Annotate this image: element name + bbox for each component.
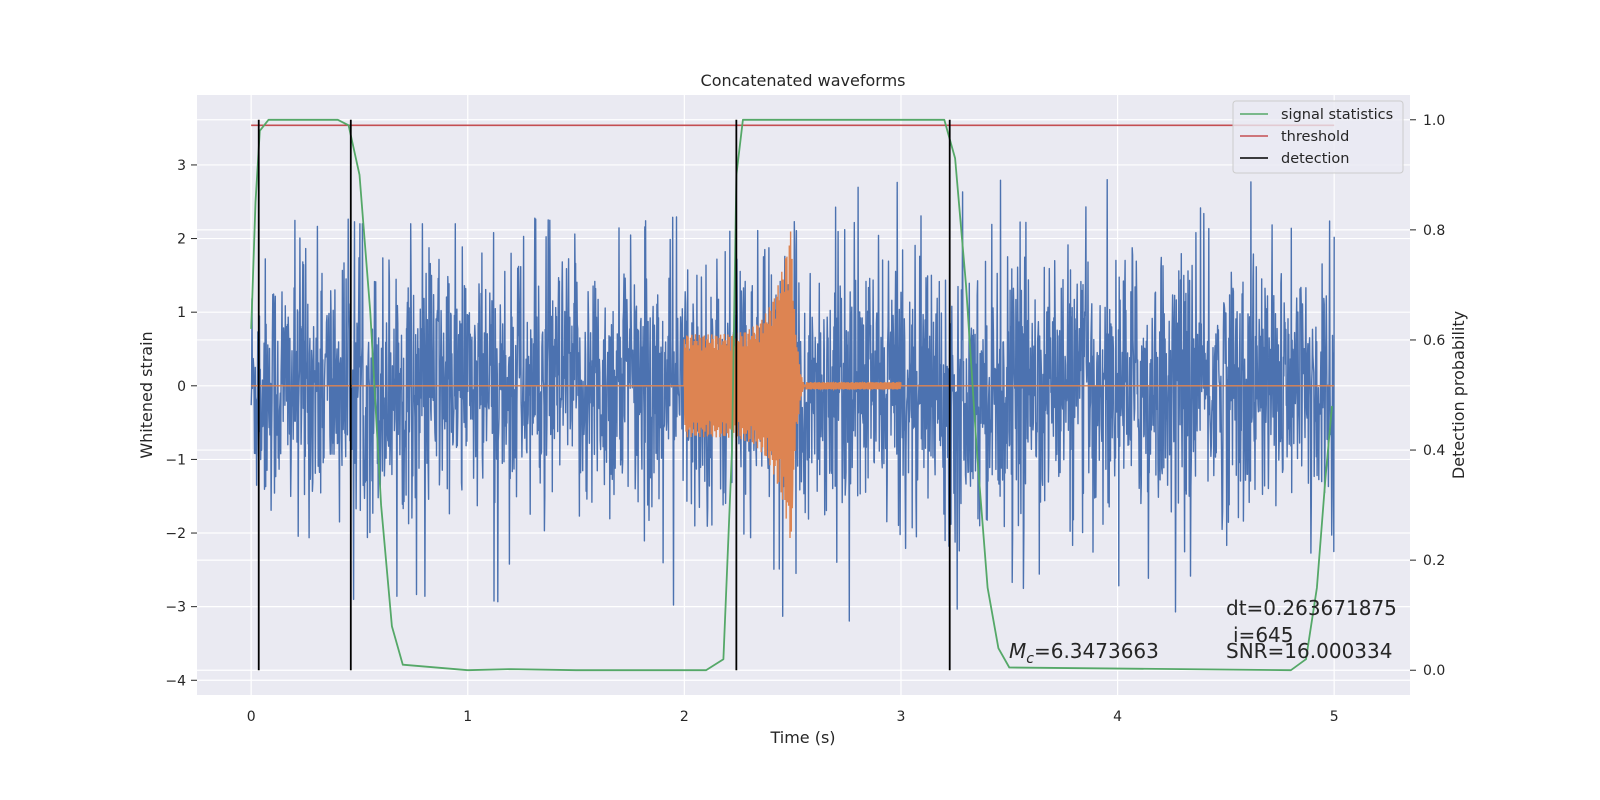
annotation-snr: SNR=16.000334 <box>1226 639 1392 663</box>
annotation-index: i=645 <box>1233 623 1294 647</box>
legend-box <box>1232 100 1404 174</box>
detection-series <box>257 119 951 671</box>
y-tick-label: 2 <box>177 232 186 248</box>
x-tick-label: 3 <box>897 709 906 725</box>
y2-tick-label: 0.4 <box>1423 443 1445 459</box>
legend-label-detection: detection <box>1281 151 1349 167</box>
y-tick-label: −4 <box>165 673 186 689</box>
x-tick-label: 4 <box>1113 709 1122 725</box>
y-tick-label: 0 <box>177 379 186 395</box>
y-tick-label: −3 <box>165 600 186 616</box>
y2-tick-label: 1.0 <box>1423 113 1445 129</box>
x-axis-ticks: 0 1 2 3 4 5 <box>247 709 1339 725</box>
y2-axis-label: Detection probability <box>1449 311 1468 479</box>
y2-axis-ticks: 0.0 0.2 0.4 0.6 0.8 1.0 <box>1410 113 1445 679</box>
x-tick-label: 5 <box>1330 709 1339 725</box>
legend-label-signal-statistics: signal statistics <box>1281 107 1393 123</box>
annotation-chirp-mass: Mc=6.3473663 <box>1009 639 1159 667</box>
y-axis-label: Whitened strain <box>137 331 156 458</box>
x-tick-label: 0 <box>247 709 256 725</box>
y-tick-label: 3 <box>177 158 186 174</box>
y2-tick-label: 0.6 <box>1423 333 1445 349</box>
signal-statistics-series <box>250 118 1333 672</box>
annotation-dt: dt=0.263671875 <box>1226 596 1397 620</box>
chart-title: Concatenated waveforms <box>701 71 906 90</box>
legend: signal statistics threshold detection <box>1232 100 1404 174</box>
y2-tick-label: 0.0 <box>1423 663 1445 679</box>
y2-tick-label: 0.8 <box>1423 223 1445 239</box>
legend-label-threshold: threshold <box>1281 129 1349 145</box>
template-series <box>251 231 1335 539</box>
template-line <box>251 231 1335 539</box>
x-axis-label: Time (s) <box>769 728 835 747</box>
x-tick-label: 2 <box>680 709 689 725</box>
y-tick-label: 1 <box>177 305 186 321</box>
y-tick-label: −2 <box>165 526 186 542</box>
y-tick-label: −1 <box>165 452 186 468</box>
y-axis-ticks: −4 −3 −2 −1 0 1 2 3 <box>165 158 197 689</box>
signal-statistics-line <box>250 118 1333 672</box>
y2-tick-label: 0.2 <box>1423 553 1445 569</box>
x-tick-label: 1 <box>463 709 472 725</box>
